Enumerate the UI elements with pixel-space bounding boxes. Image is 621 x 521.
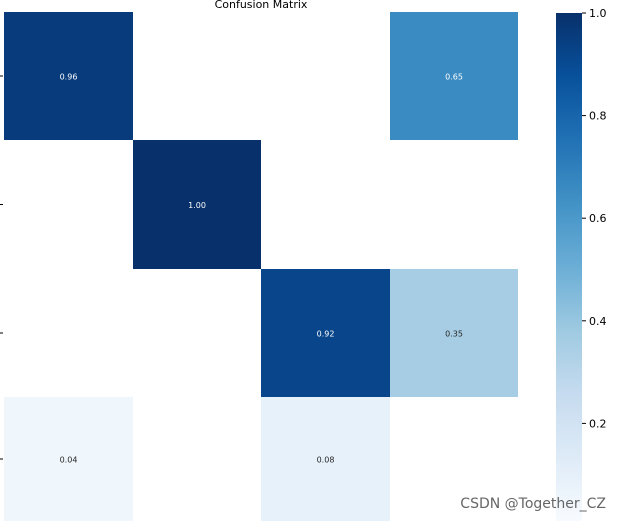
colorbar-tick-label-1: 0.4	[589, 315, 607, 328]
heatmap-cell-r0-c0	[4, 12, 133, 140]
colorbar-ticks: 0.2 0.4 0.6 0.8 1.0	[582, 7, 607, 430]
colorbar-tick-label-2: 0.6	[589, 212, 607, 225]
heatmap-cell-r0-c3	[390, 12, 518, 140]
colorbar-gradient	[556, 13, 582, 521]
cell-value-label-r2-c3: 0.35	[445, 330, 463, 339]
colorbar-tick-label-0: 0.2	[589, 417, 607, 430]
heatmap-cells: 0.96 0.65 1.00 0.92 0.35 0.04 0.08	[4, 12, 518, 521]
colorbar-tick-label-4: 1.0	[589, 7, 607, 20]
colorbar: 0.2 0.4 0.6 0.8 1.0	[556, 7, 607, 521]
watermark: CSDN @Together_CZ	[460, 496, 606, 512]
cell-value-label-r0-c0: 0.96	[60, 73, 78, 82]
cell-value-label-r1-c1: 1.00	[188, 201, 206, 210]
cell-value-label-r0-c3: 0.65	[445, 73, 463, 82]
heatmap-cell-r3-c2	[261, 397, 390, 521]
cell-value-label-r3-c0: 0.04	[60, 456, 78, 465]
heatmap-cell-r3-c0	[4, 397, 133, 521]
cell-value-label-r2-c2: 0.92	[317, 330, 335, 339]
heatmap-cell-r2-c2	[261, 269, 390, 397]
heatmap-cell-r1-c1	[133, 140, 261, 269]
chart-title: Confusion Matrix	[215, 0, 308, 11]
cell-value-label-r3-c2: 0.08	[317, 456, 335, 465]
colorbar-tick-label-3: 0.8	[589, 110, 607, 123]
row-ticks	[0, 75, 3, 460]
heatmap-cell-r2-c3	[390, 269, 518, 397]
